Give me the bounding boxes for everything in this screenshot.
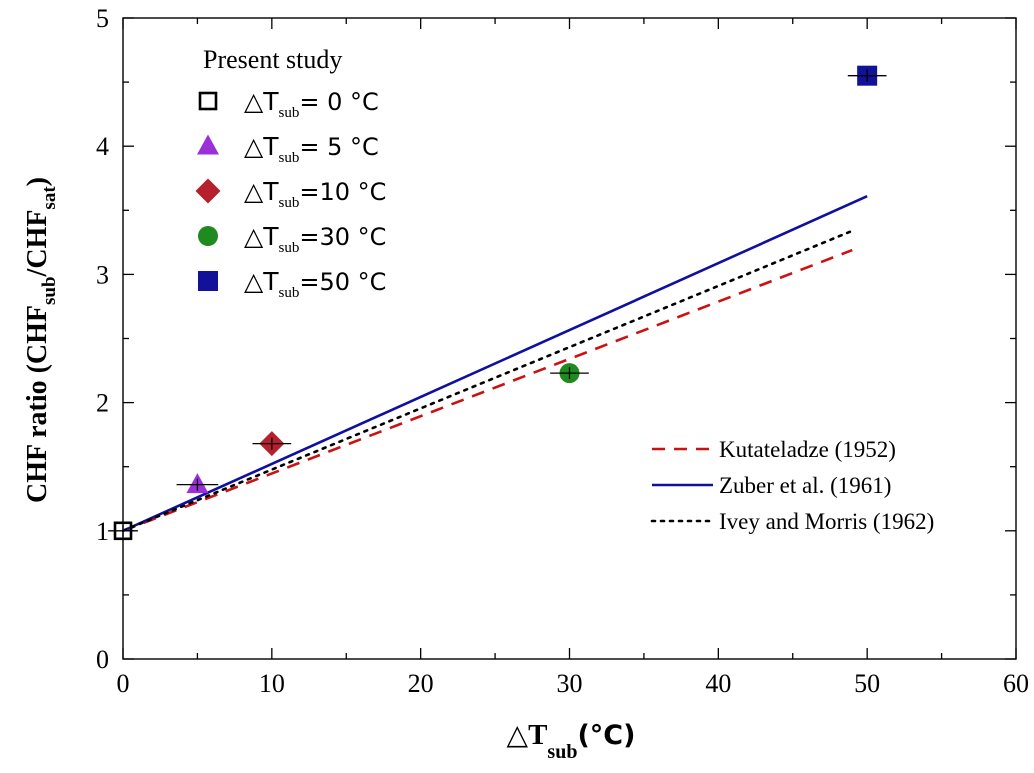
legend-label-pre: △T <box>244 87 279 116</box>
y-tick-label: 5 <box>96 4 109 33</box>
x-tick-label: 30 <box>557 669 583 698</box>
x-axis-label-delta: △ <box>507 718 529 751</box>
legend-study-item: △Tsub= 5 °C <box>197 132 379 166</box>
y-axis-label-sub1: sub <box>39 276 60 305</box>
legend-correlations: Kutateladze (1952) Zuber et al. (1961) Ive… <box>650 437 934 534</box>
y-tick-label: 0 <box>96 645 109 674</box>
legend-line-label: Ivey and Morris (1962) <box>719 509 934 534</box>
diamond-marker <box>195 178 221 204</box>
legend-label-sub: sub <box>279 240 300 256</box>
legend-study-title: Present study <box>203 45 342 74</box>
correlation-line <box>121 229 854 533</box>
legend-label-pre: △T <box>244 177 279 206</box>
triangle-marker <box>197 134 219 155</box>
y-tick-label: 4 <box>96 132 109 161</box>
y-tick-label: 1 <box>96 517 109 546</box>
legend-study-item: △Tsub=10 °C <box>195 177 386 211</box>
y-tick-labels: 0 1 2 3 4 5 <box>96 4 109 674</box>
legend-label-post: = 5 °C <box>299 133 378 161</box>
y-axis-label-pre: CHF ratio (CHF <box>22 305 53 503</box>
data-point <box>550 363 589 384</box>
legend-study-label: △Tsub= 0 °C <box>244 87 379 121</box>
legend-label-pre: △T <box>244 222 279 251</box>
x-axis-label: △Tsub(°C) <box>507 718 636 763</box>
legend-study-label: △Tsub=10 °C <box>244 177 386 211</box>
data-points <box>108 65 887 541</box>
y-tick-label: 3 <box>96 260 109 289</box>
y-axis-label-sub2: sat <box>39 186 60 210</box>
x-tick-label: 10 <box>259 669 285 698</box>
legend-label-sub: sub <box>279 150 300 166</box>
legend-label-pre: △T <box>244 132 279 161</box>
legend-line-item: Ivey and Morris (1962) <box>650 509 934 534</box>
x-tick-label: 40 <box>705 669 731 698</box>
legend-line-item: Kutateladze (1952) <box>652 437 896 462</box>
axis-ticks <box>122 17 1017 660</box>
open-square-marker <box>198 91 218 111</box>
legend-study-item: △Tsub=30 °C <box>198 222 386 256</box>
legend-label-sub: sub <box>279 195 300 211</box>
x-axis-label-sub: sub <box>547 741 577 763</box>
y-axis-label: CHF ratio (CHFsub/CHFsat) <box>22 177 60 503</box>
circle-marker <box>198 226 218 246</box>
legend-label-pre: △T <box>244 267 279 296</box>
data-point <box>176 473 219 494</box>
legend-label-post: =10 °C <box>299 178 386 206</box>
legend-line-item: Zuber et al. (1961) <box>652 473 891 498</box>
x-tick-labels: 0 10 20 30 40 50 60 <box>117 669 1030 698</box>
data-point <box>847 65 887 86</box>
x-tick-label: 50 <box>854 669 880 698</box>
correlation-line <box>122 195 868 532</box>
y-tick-label: 2 <box>96 389 109 418</box>
data-point <box>252 431 292 457</box>
x-axis-label-unit: (°C) <box>577 720 635 751</box>
legend-study-label: △Tsub=50 °C <box>244 267 386 301</box>
x-tick-label: 20 <box>408 669 434 698</box>
y-axis-label-post: ) <box>22 177 53 186</box>
x-tick-label: 60 <box>1003 669 1029 698</box>
legend-study-item: △Tsub= 0 °C <box>198 87 379 121</box>
legend-line-label: Zuber et al. (1961) <box>719 473 891 498</box>
legend-line-label: Kutateladze (1952) <box>719 437 896 462</box>
legend-study-label: △Tsub=30 °C <box>244 222 386 256</box>
correlation-lines <box>121 195 868 533</box>
legend-present-study: Present study △Tsub= 0 °C△Tsub= 5 °C△Tsu… <box>195 45 386 301</box>
legend-label-sub: sub <box>279 285 300 301</box>
x-tick-label: 0 <box>117 669 130 698</box>
legend-label-post: =50 °C <box>299 268 386 296</box>
y-axis-label-mid: /CHF <box>22 210 53 278</box>
legend-study-items: △Tsub= 0 °C△Tsub= 5 °C△Tsub=10 °C△Tsub=3… <box>195 87 386 301</box>
legend-study-label: △Tsub= 5 °C <box>244 132 379 166</box>
square-marker <box>198 271 218 291</box>
x-axis-label-main: T <box>528 719 547 751</box>
legend-label-sub: sub <box>279 105 300 121</box>
legend-study-item: △Tsub=50 °C <box>198 267 386 301</box>
legend-label-post: =30 °C <box>299 223 386 251</box>
data-point <box>108 521 138 541</box>
legend-label-post: = 0 °C <box>299 88 378 116</box>
